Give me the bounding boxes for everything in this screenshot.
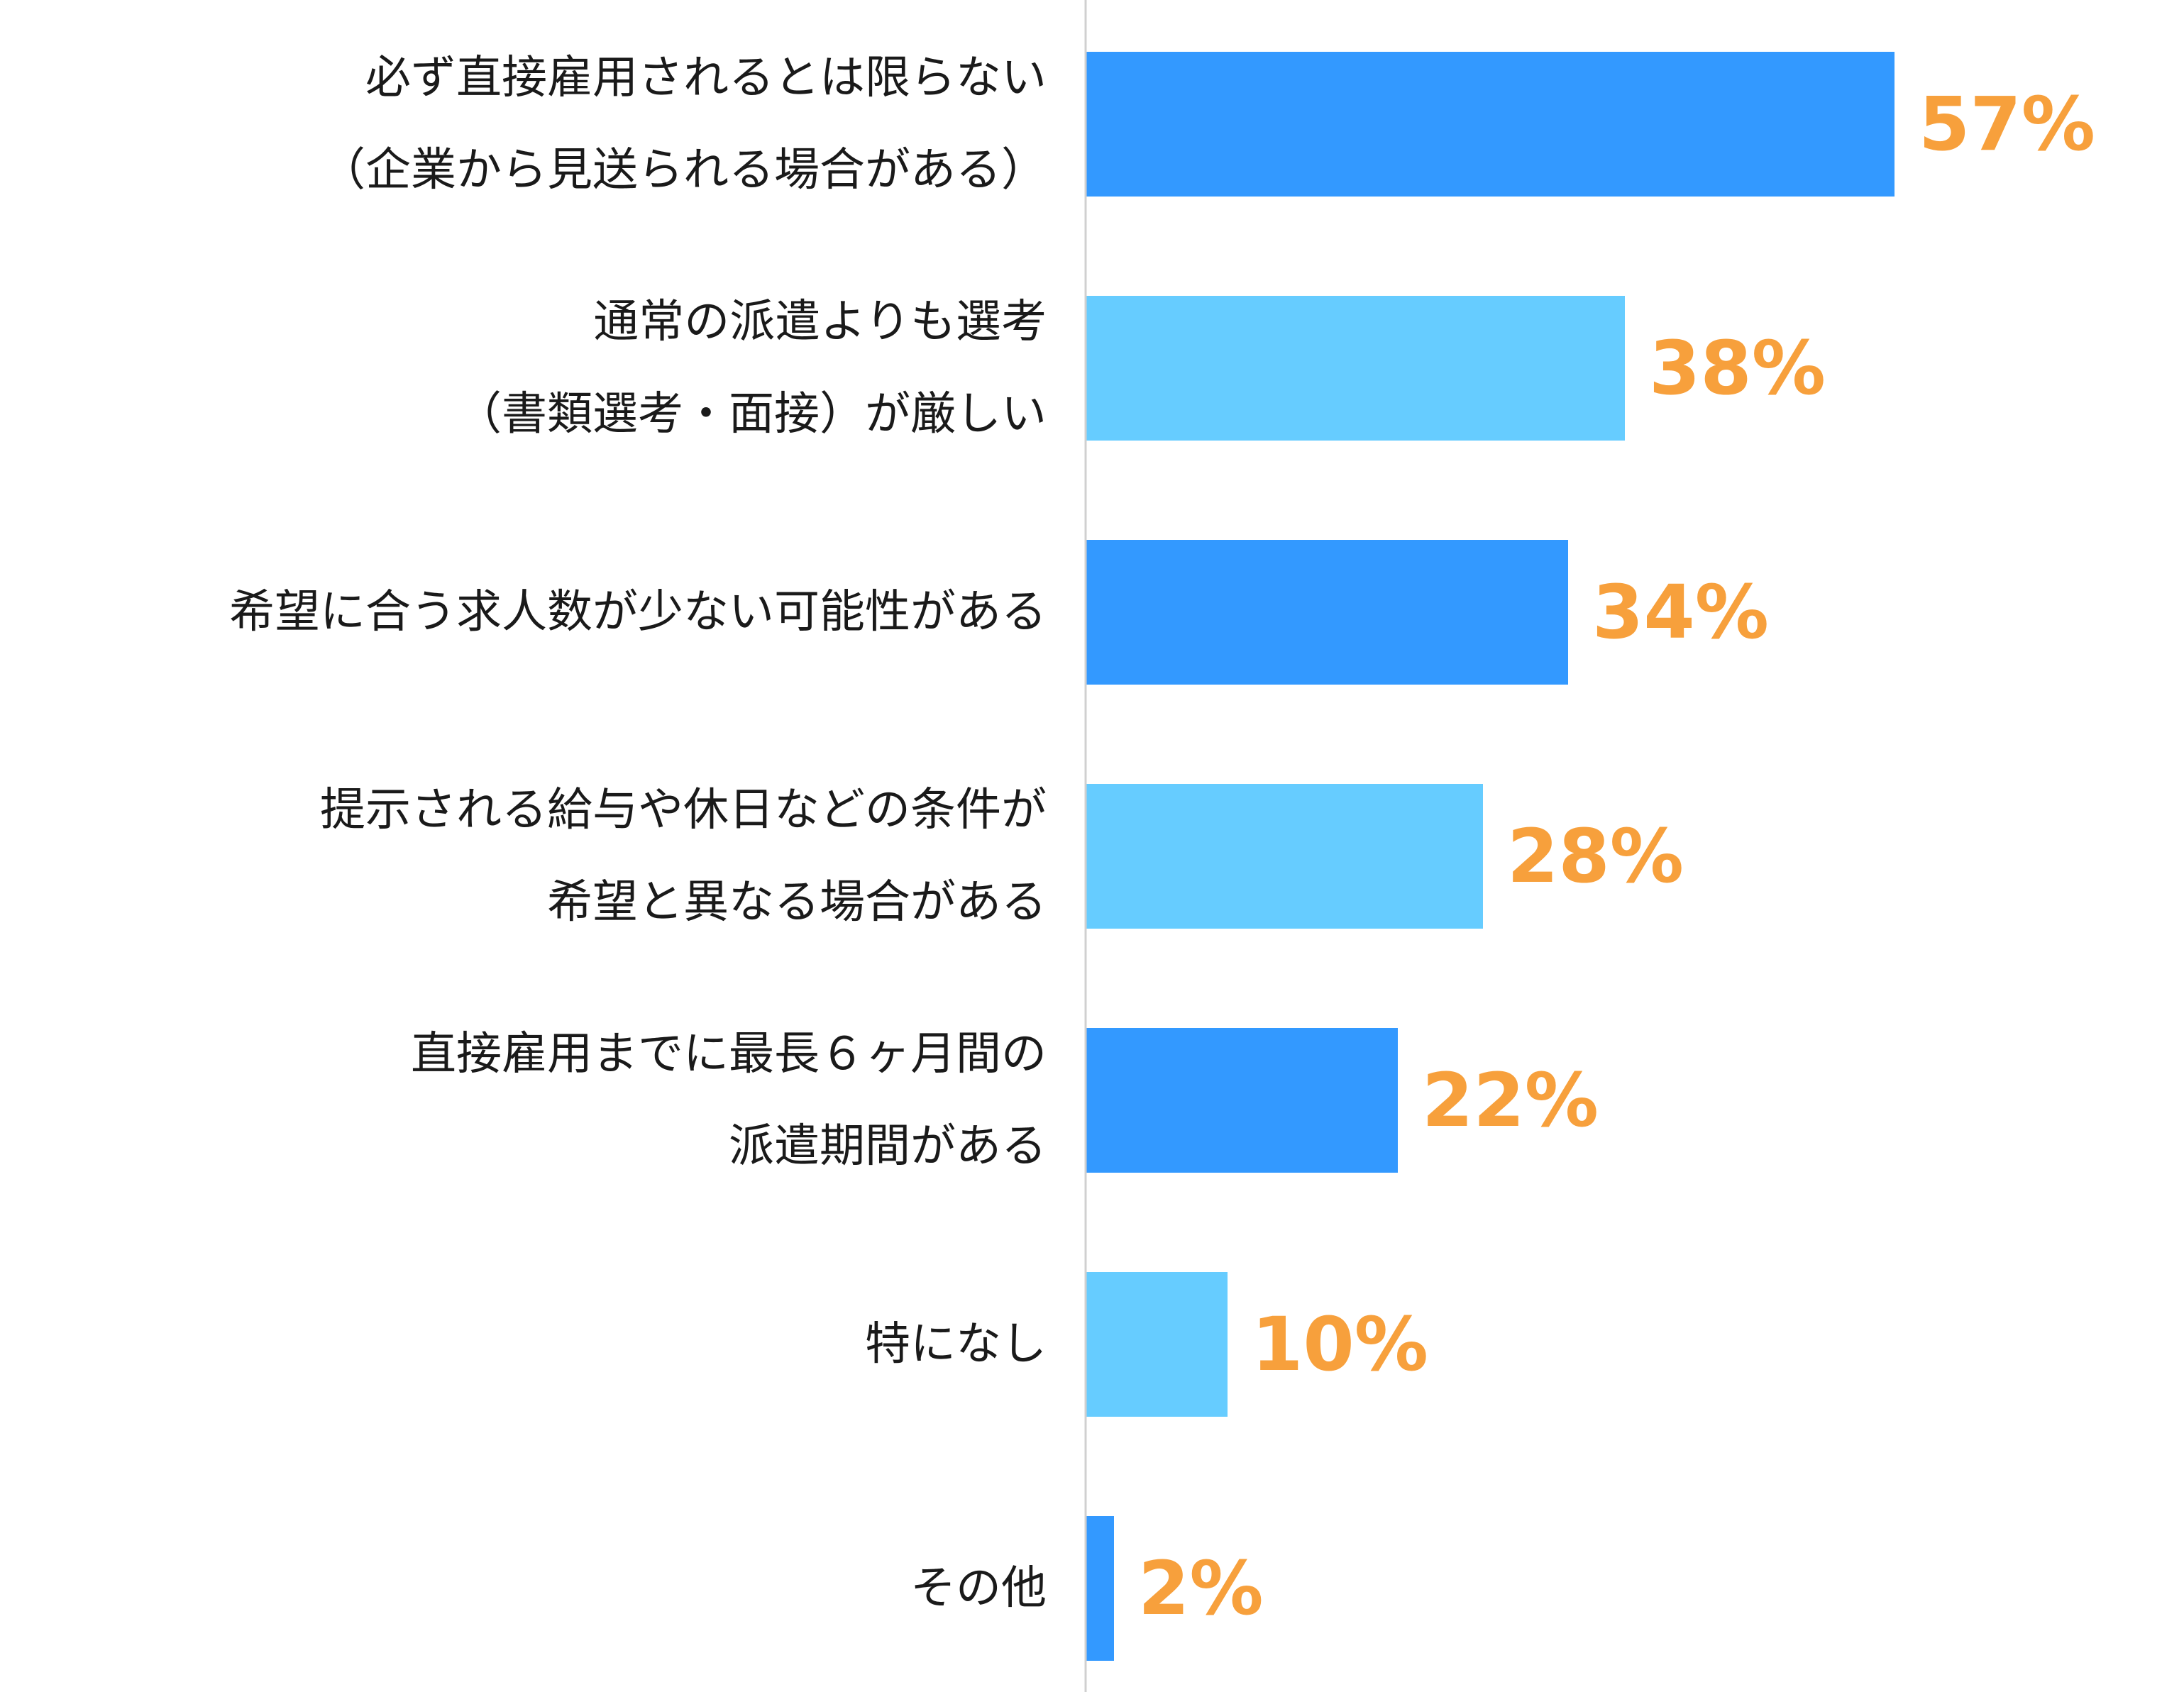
category-label-4-line-2: 希望と異なる場合がある — [547, 876, 1047, 929]
value-label-4: 28% — [1507, 813, 1684, 900]
bar-4 — [1086, 784, 1483, 929]
bar-1 — [1086, 52, 1895, 197]
value-label-7: 2% — [1138, 1545, 1264, 1632]
bar-2 — [1086, 296, 1625, 441]
bar-7 — [1086, 1516, 1114, 1661]
value-label-6: 10% — [1252, 1301, 1428, 1388]
category-label-2-line-2: （書類選考・面接）が厳しい — [456, 388, 1047, 441]
bar-6 — [1086, 1272, 1228, 1417]
category-label-1-line-1: 必ず直接雇用されるとは限らない — [365, 52, 1047, 104]
category-label-1-line-2: （企業から見送られる場合がある） — [320, 144, 1047, 197]
value-label-2: 38% — [1649, 325, 1826, 411]
bars-group — [1086, 52, 1895, 1661]
bar-3 — [1086, 540, 1568, 685]
bar-5 — [1086, 1028, 1398, 1173]
category-label-4-line-1: 提示される給与や休日などの条件が — [320, 784, 1047, 836]
value-labels-group: 57% 38% 34% 28% 22% 10% 2% — [1138, 81, 2095, 1632]
value-label-1: 57% — [1919, 81, 2095, 167]
category-label-5-line-1: 直接雇用までに最長６ヶ月間の — [411, 1028, 1047, 1080]
value-label-5: 22% — [1422, 1057, 1599, 1144]
value-label-3: 34% — [1592, 569, 1769, 656]
category-label-6-line-1: 特になし — [865, 1318, 1047, 1371]
category-labels-group: 必ず直接雇用されるとは限らない （企業から見送られる場合がある） 通常の派遣よりも選… — [229, 52, 1047, 1615]
category-label-2-line-1: 通常の派遣よりも選考 — [593, 296, 1047, 348]
category-label-3-line-1: 希望に合う求人数が少ない可能性がある — [229, 586, 1047, 638]
category-label-5-line-2: 派遣期間がある — [729, 1120, 1047, 1173]
category-label-7-line-1: その他 — [910, 1562, 1047, 1615]
